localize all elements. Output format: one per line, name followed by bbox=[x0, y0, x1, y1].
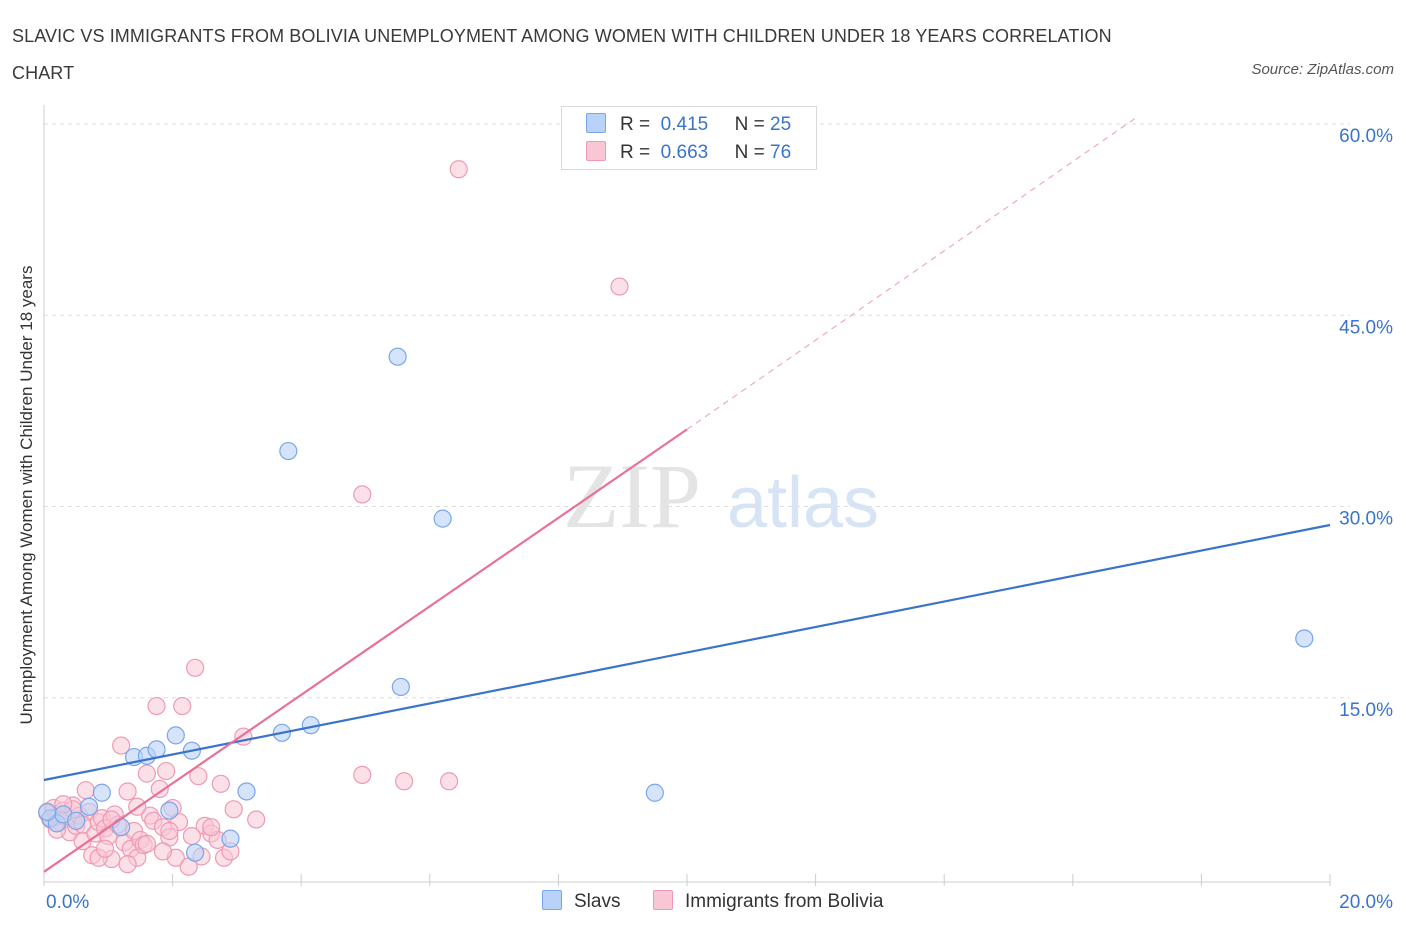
slavs-point bbox=[92, 783, 111, 802]
legend-n-label: N = bbox=[734, 142, 765, 163]
bolivia-point bbox=[439, 772, 459, 791]
slavs-point bbox=[645, 783, 664, 802]
legend-row-slavs: R = 0.415 N = 25 bbox=[586, 113, 791, 135]
slavs-point bbox=[186, 843, 205, 862]
chart-title: SLAVIC VS IMMIGRANTS FROM BOLIVIA UNEMPL… bbox=[12, 26, 1112, 83]
bolivia-points bbox=[38, 160, 629, 876]
legend-r-label: R = bbox=[620, 114, 651, 135]
bolivia-point bbox=[137, 834, 156, 853]
y-tick-label: 60.0% bbox=[1339, 126, 1393, 147]
series-legend: Slavs Immigrants from Bolivia bbox=[0, 890, 1406, 916]
slavs-point bbox=[79, 797, 99, 816]
legend-n-value: 25 bbox=[770, 114, 792, 135]
bolivia-point bbox=[353, 485, 372, 504]
bolivia-trend-extension bbox=[686, 116, 1138, 430]
series-label-slavs: Slavs bbox=[574, 891, 621, 912]
axes bbox=[43, 105, 1331, 886]
bolivia-point bbox=[247, 810, 266, 829]
legend-r-value: 0.663 bbox=[660, 142, 709, 163]
slavs-point bbox=[433, 509, 452, 528]
slavs-point bbox=[38, 802, 57, 821]
bolivia-point bbox=[118, 782, 137, 801]
bolivia-point bbox=[95, 839, 115, 858]
legend-n-label: N = bbox=[734, 114, 765, 135]
bolivia-point bbox=[76, 781, 95, 800]
legend-n-value: 76 bbox=[770, 142, 792, 163]
bolivia-point bbox=[173, 696, 192, 716]
bolivia-point bbox=[224, 800, 243, 819]
x-tick-label: 0.0% bbox=[46, 892, 89, 913]
slavs-point bbox=[237, 782, 256, 801]
source-note: Source: ZipAtlas.com bbox=[1251, 61, 1394, 78]
legend-row-bolivia: R = 0.663 N = 76 bbox=[586, 141, 791, 163]
bolivia-point bbox=[112, 736, 131, 755]
bolivia-point bbox=[211, 774, 230, 793]
correlation-legend: R = 0.415 N = 25 R = 0.663 N = 76 bbox=[561, 106, 817, 170]
y-tick-label: 15.0% bbox=[1339, 700, 1393, 721]
y-tick-label: 30.0% bbox=[1339, 509, 1393, 530]
bolivia-point bbox=[153, 842, 173, 861]
x-tick-label: 20.0% bbox=[1339, 892, 1393, 913]
grid-lines bbox=[44, 123, 1350, 699]
bolivia-trend-line bbox=[43, 428, 688, 873]
series-swatch-slavs bbox=[542, 890, 562, 910]
bolivia-point bbox=[137, 764, 156, 783]
watermark-atlas: atlas bbox=[727, 463, 879, 543]
slavs-trend-line bbox=[43, 523, 1331, 782]
slavs-point bbox=[160, 801, 179, 820]
bolivia-point bbox=[610, 277, 629, 296]
series-swatch-bolivia bbox=[653, 890, 673, 910]
bolivia-point bbox=[182, 826, 201, 846]
slavs-point bbox=[391, 677, 410, 697]
bolivia-point bbox=[150, 779, 169, 799]
slavs-point bbox=[221, 829, 240, 848]
legend-swatch-slavs bbox=[586, 113, 606, 133]
slavs-point bbox=[279, 441, 298, 461]
bolivia-point bbox=[189, 767, 208, 786]
slavs-point bbox=[112, 818, 131, 837]
slavs-point bbox=[166, 726, 185, 745]
tick-labels: 15.0% 30.0% 45.0% 60.0% 0.0% 20.0% bbox=[46, 126, 1393, 913]
bolivia-point bbox=[160, 821, 179, 841]
bolivia-point bbox=[353, 765, 372, 785]
bolivia-point bbox=[157, 761, 176, 781]
legend-swatch-bolivia bbox=[586, 141, 606, 161]
watermark-zip: ZIP bbox=[563, 445, 701, 547]
slavs-point bbox=[388, 347, 407, 366]
bolivia-point bbox=[449, 160, 468, 179]
trend-lines bbox=[43, 116, 1331, 873]
bolivia-point bbox=[118, 855, 137, 874]
slavs-point bbox=[1295, 629, 1314, 648]
bolivia-point bbox=[186, 658, 205, 677]
bolivia-point bbox=[147, 696, 166, 716]
bolivia-point bbox=[202, 818, 221, 837]
series-legend-bolivia: Immigrants from Bolivia bbox=[653, 890, 884, 914]
series-label-bolivia: Immigrants from Bolivia bbox=[685, 891, 884, 912]
slavs-point bbox=[147, 740, 166, 759]
legend-r-label: R = bbox=[620, 142, 651, 163]
bolivia-point bbox=[394, 772, 414, 791]
legend-r-value: 0.415 bbox=[660, 114, 709, 135]
slavs-point bbox=[67, 811, 86, 830]
series-legend-slavs: Slavs bbox=[542, 890, 620, 914]
y-tick-label: 45.0% bbox=[1339, 317, 1393, 338]
